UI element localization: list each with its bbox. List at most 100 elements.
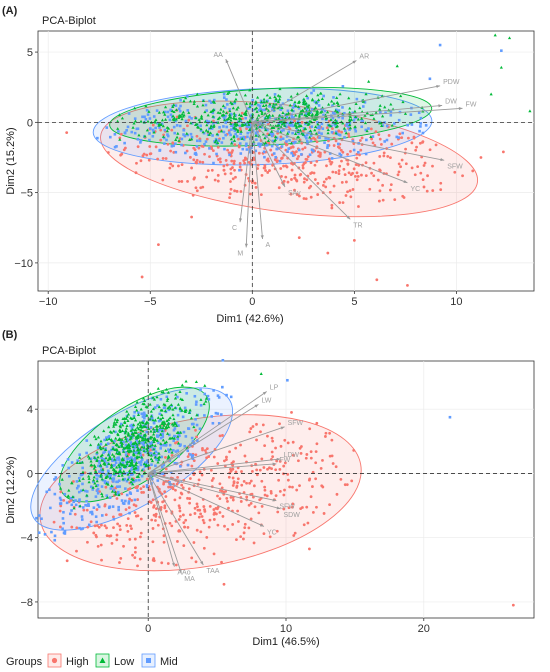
panel-b-point-low bbox=[134, 461, 138, 464]
panel-b-point-high bbox=[231, 523, 235, 526]
panel-b-point-low bbox=[106, 453, 111, 456]
panel-a-point-mid bbox=[304, 122, 307, 126]
panel-a-point-low bbox=[319, 91, 323, 95]
panel-b-point-low bbox=[140, 436, 145, 440]
panel-b-point-mid bbox=[134, 479, 138, 482]
panel-a-point-low bbox=[159, 122, 163, 126]
panel-a-point-low bbox=[182, 99, 186, 103]
panel-b-point-low bbox=[174, 424, 179, 427]
panel-b-point-mid bbox=[99, 442, 103, 446]
panel-a-point-low bbox=[294, 113, 298, 117]
panel-b-point-mid bbox=[97, 474, 101, 478]
panel-b-point-high bbox=[96, 544, 100, 548]
panel-b-point-mid bbox=[152, 453, 156, 456]
panel-a-point-mid bbox=[303, 134, 307, 138]
panel-b-point-low bbox=[118, 425, 123, 429]
panel-a-point-high bbox=[238, 161, 242, 165]
panel-b-point-mid bbox=[103, 438, 106, 442]
panel-a-point-mid bbox=[313, 100, 317, 104]
panel-a-y-tick-label: −10 bbox=[14, 258, 33, 270]
panel-a-point-mid bbox=[175, 124, 179, 127]
panel-b-point-mid bbox=[174, 450, 178, 453]
panel-b-point-high bbox=[282, 464, 286, 468]
panel-a-point-low bbox=[235, 123, 239, 127]
panel-b-point-mid bbox=[158, 412, 162, 416]
panel-a-point-high bbox=[172, 150, 176, 154]
panel-b-point-low bbox=[115, 465, 119, 469]
panel-a-point-low bbox=[146, 119, 150, 123]
panel-a-point-low bbox=[201, 99, 206, 103]
panel-b-point-mid bbox=[156, 404, 159, 407]
panel-b-point-low bbox=[125, 444, 129, 448]
panel-b-point-low bbox=[129, 416, 133, 420]
panel-b-point-mid bbox=[179, 465, 182, 468]
panel-b-point-low bbox=[108, 457, 112, 461]
panel-a-point-high bbox=[316, 182, 320, 185]
panel-a-point-low bbox=[313, 125, 318, 129]
panel-a-point-high bbox=[250, 181, 254, 184]
panel-a-point-high bbox=[330, 206, 334, 210]
panel-a-point-high bbox=[307, 186, 311, 190]
panel-a-point-high bbox=[276, 159, 279, 163]
panel-b-point-mid bbox=[77, 476, 81, 480]
panel-b-point-low bbox=[103, 461, 107, 465]
panel-b-point-mid bbox=[142, 411, 146, 415]
panel-b-point-low bbox=[145, 448, 150, 452]
panel-b-point-high bbox=[195, 435, 198, 439]
panel-b-point-low bbox=[93, 481, 97, 485]
panel-a-point-mid bbox=[271, 108, 274, 112]
panel-b-point-high bbox=[278, 459, 282, 463]
panel-b-point-high bbox=[223, 524, 226, 528]
panel-a-point-high bbox=[393, 198, 397, 202]
panel-a-point-mid bbox=[401, 131, 404, 135]
panel-b-point-low bbox=[152, 451, 156, 455]
panel-a-point-high bbox=[378, 168, 381, 172]
panel-b-point-high bbox=[182, 521, 186, 525]
panel-b-point-mid bbox=[120, 499, 124, 502]
panel-a-point-low bbox=[257, 113, 261, 117]
panel-b-point-mid bbox=[96, 491, 100, 495]
panel-b-point-high bbox=[65, 559, 69, 563]
panel-b-point-high bbox=[59, 504, 63, 508]
panel-a-point-high bbox=[229, 172, 233, 175]
panel-b-point-mid bbox=[119, 422, 123, 426]
panel-b-point-low bbox=[184, 379, 188, 383]
panel-b-variable-label: MA bbox=[184, 576, 195, 583]
panel-b-point-high bbox=[174, 563, 178, 567]
panel-b-point-mid bbox=[138, 450, 142, 454]
panel-b-point-mid bbox=[113, 439, 116, 443]
panel-a-point-mid bbox=[335, 130, 338, 134]
panel-a-point-low bbox=[195, 122, 199, 126]
panel-a-point-low bbox=[205, 123, 209, 127]
panel-b-point-mid bbox=[124, 499, 127, 503]
panel-a-point-low bbox=[378, 121, 382, 125]
panel-b-point-high bbox=[335, 492, 339, 496]
panel-a-point-low bbox=[176, 131, 180, 135]
panel-a-point-low bbox=[229, 122, 233, 125]
panel-a-point-mid bbox=[297, 122, 301, 126]
panel-a-point-mid bbox=[257, 143, 260, 146]
panel-b-point-high bbox=[166, 562, 170, 565]
panel-b-point-high bbox=[305, 453, 309, 456]
panel-a-point-mid bbox=[292, 103, 296, 106]
panel-b-point-high bbox=[242, 531, 246, 535]
panel-a-point-low bbox=[278, 97, 282, 101]
panel-b-point-mid bbox=[103, 460, 107, 463]
panel-b-point-low bbox=[117, 493, 121, 497]
panel-a-point-mid bbox=[249, 114, 252, 118]
panel-a-point-mid bbox=[206, 133, 210, 137]
panel-a-point-high bbox=[340, 180, 344, 184]
panel-b-point-low bbox=[91, 485, 95, 489]
panel-b-point-mid bbox=[150, 477, 154, 481]
panel-b-point-low bbox=[153, 418, 157, 422]
panel-a-point-low bbox=[528, 109, 532, 113]
panel-b-point-mid bbox=[155, 458, 158, 461]
panel-b-point-low bbox=[92, 466, 96, 470]
panel-a-point-mid bbox=[305, 107, 309, 111]
panel-b-point-low bbox=[85, 493, 89, 497]
panel-a-point-low bbox=[367, 79, 371, 83]
panel-a-point-mid bbox=[151, 135, 155, 138]
panel-a-point-mid bbox=[254, 149, 258, 153]
panel-b-point-high bbox=[212, 512, 216, 516]
